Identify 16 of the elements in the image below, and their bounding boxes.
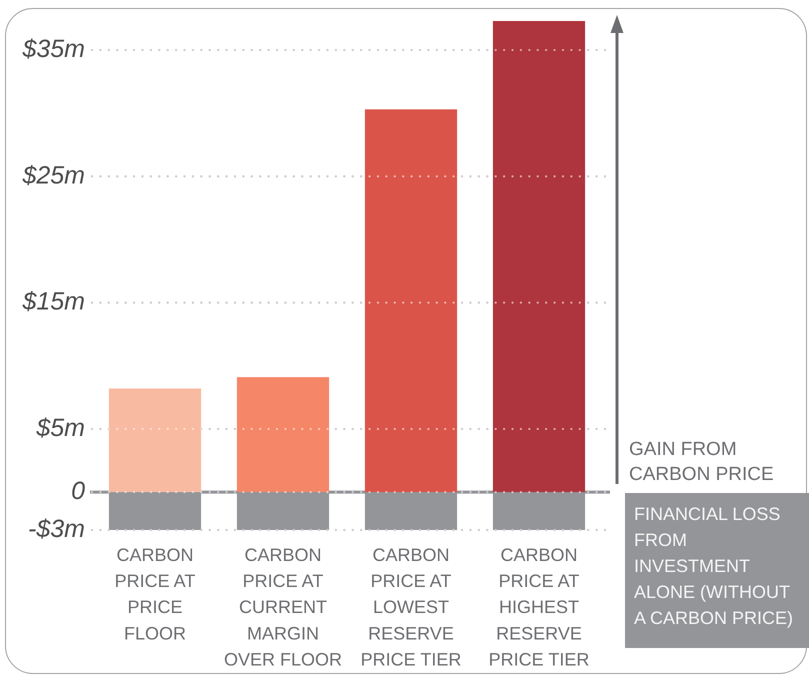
y-tick-label: $15m (21, 288, 85, 316)
bar (236, 377, 330, 492)
x-tick-label: CARBON PRICE AT PRICE FLOOR (114, 545, 196, 644)
y-tick-label: 0 (71, 477, 86, 506)
bar (364, 109, 458, 492)
x-tick-label: CARBON PRICE AT HIGHEST RESERVE PRICE TIER (488, 545, 590, 670)
text: FINANCIAL LOSS FROM INVESTMENT ALONE (WITHOUT A CARBON PRICE) (625, 493, 809, 648)
y-tick-label: -$3m (28, 514, 85, 543)
bar (108, 388, 202, 492)
text: GAIN FROM CARBON PRICE (629, 438, 775, 488)
y-tick-label: $35m (21, 35, 85, 64)
x-tick-label: CARBON PRICE AT LOWEST RESERVE PRICE TIER (360, 545, 462, 670)
y-tick-label: $5m (35, 414, 85, 442)
y-tick-label: $25m (21, 161, 85, 190)
x-tick-label: CARBON PRICE AT CURRENT MARGIN OVER FLOOR (224, 545, 342, 670)
bar (492, 21, 586, 492)
